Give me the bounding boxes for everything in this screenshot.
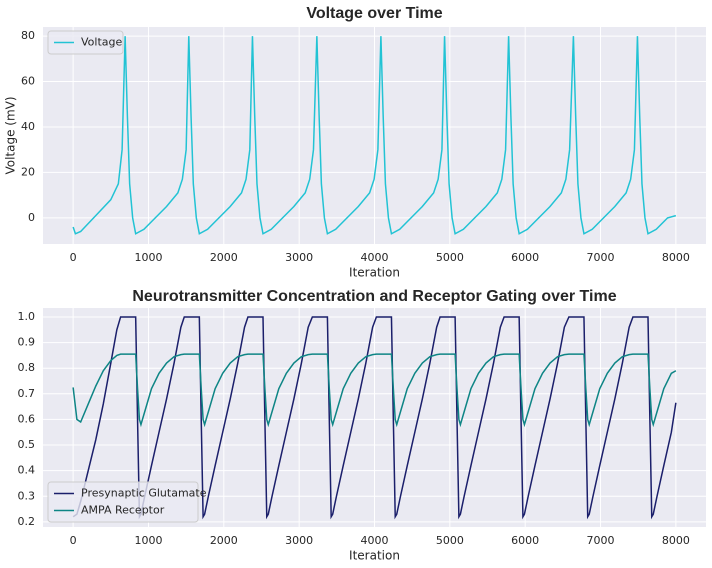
x-tick-label: 8000: [662, 534, 690, 547]
y-tick-label: 20: [21, 165, 35, 178]
y-tick-label: 0.7: [18, 387, 36, 400]
x-tick-label: 3000: [285, 534, 313, 547]
y-tick-label: 0.8: [18, 361, 36, 374]
x-tick-label: 6000: [511, 251, 539, 264]
data-line: [72, 36, 677, 235]
legend-box: [47, 30, 124, 55]
legend-label: Voltage: [81, 36, 122, 49]
x-tick-label: 5000: [436, 534, 464, 547]
x-tick-label: 0: [70, 534, 77, 547]
x-tick-label: 7000: [587, 251, 615, 264]
legend: Presynaptic Glutamate AMPA Receptor: [47, 481, 207, 523]
x-tick-label: 1000: [134, 534, 162, 547]
x-tick-label: 1000: [134, 251, 162, 264]
legend-label: AMPA Receptor: [81, 504, 165, 517]
x-axis-label: Iteration: [349, 266, 400, 280]
y-tick-label: 0.4: [18, 464, 36, 477]
chart-title: Neurotransmitter Concentration and Recep…: [132, 288, 616, 305]
x-axis-label: Iteration: [349, 549, 400, 563]
x-tick-label: 7000: [587, 534, 615, 547]
x-tick-label: 4000: [361, 534, 389, 547]
y-tick-label: 60: [21, 75, 35, 88]
x-tick-label: 3000: [285, 251, 313, 264]
chart-title: Voltage over Time: [306, 5, 442, 22]
y-tick-label: 1.0: [18, 310, 36, 323]
legend-label: Presynaptic Glutamate: [81, 487, 207, 500]
x-tick-label: 2000: [210, 534, 238, 547]
y-tick-label: 0.3: [18, 489, 36, 502]
y-tick-label: 0.2: [18, 515, 36, 528]
y-tick-label: 0.9: [18, 336, 36, 349]
data-line: [72, 353, 677, 428]
y-tick-label: 80: [21, 29, 35, 42]
legend-box: [47, 481, 199, 523]
x-tick-label: 0: [70, 251, 77, 264]
x-tick-label: 8000: [662, 251, 690, 264]
y-tick-label: 40: [21, 120, 35, 133]
x-tick-label: 5000: [436, 251, 464, 264]
x-tick-label: 4000: [361, 251, 389, 264]
y-tick-label: 0.6: [18, 412, 36, 425]
x-tick-label: 2000: [210, 251, 238, 264]
y-tick-label: 0: [28, 211, 35, 224]
y-axis-label: Voltage (mV): [4, 96, 18, 174]
y-tick-label: 0.5: [18, 438, 36, 451]
x-tick-label: 6000: [511, 534, 539, 547]
legend: Voltage: [47, 30, 124, 55]
